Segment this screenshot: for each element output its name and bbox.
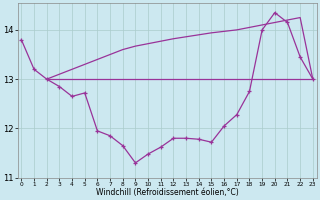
X-axis label: Windchill (Refroidissement éolien,°C): Windchill (Refroidissement éolien,°C): [96, 188, 238, 197]
